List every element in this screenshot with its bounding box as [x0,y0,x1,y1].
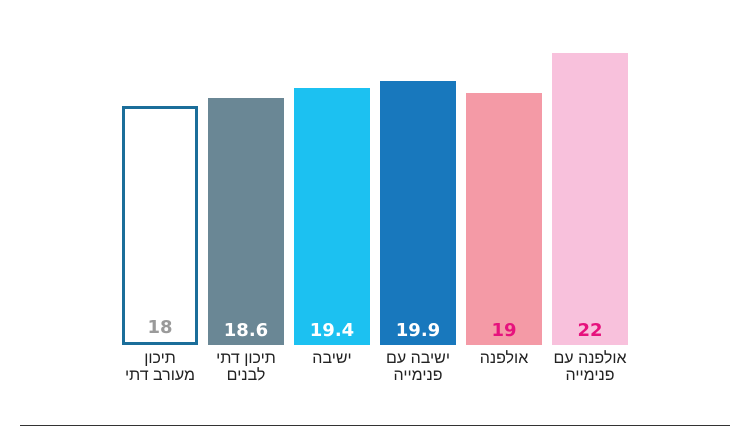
bar: 18 [122,106,198,345]
category-label: אולפנה עם פנימייה [553,350,627,384]
data-label: 19 [491,319,517,341]
category-label: תיכון מעורב דתי [125,350,195,384]
bar: 22 [552,53,628,345]
data-label: 18 [147,316,173,338]
bar: 19.4 [294,87,370,345]
category-label: ישיבה עם פנימייה [386,350,450,384]
data-label: 19.4 [309,319,355,341]
bar: 19 [466,92,542,345]
divider-line [20,425,730,426]
bar: 18.6 [208,98,284,345]
data-label: 18.6 [223,319,269,341]
category-label: תיכון דתי לבנים [216,350,276,384]
data-label: 19.9 [395,319,441,341]
category-label: אולפנה [479,350,529,367]
bar: 19.9 [380,80,456,345]
category-label: ישיבה [312,350,352,367]
data-label: 22 [577,320,603,341]
